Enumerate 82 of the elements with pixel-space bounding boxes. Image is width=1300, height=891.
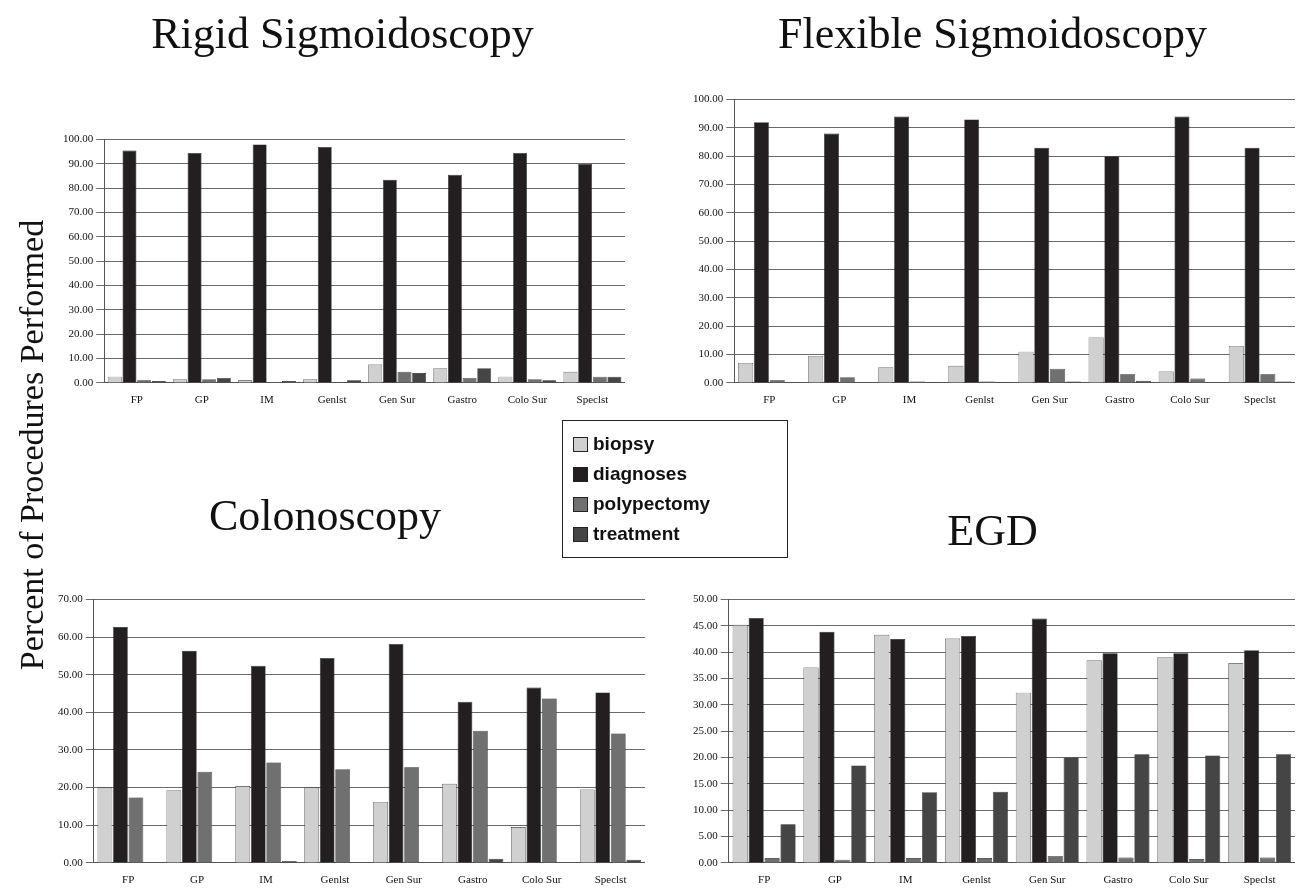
y-axis-title: Percent of Procedures Performed	[13, 219, 51, 671]
x-tick-label: Speclst	[1244, 393, 1276, 406]
y-tick-label: 90.00	[698, 120, 724, 133]
y-tick-label: 0.00	[698, 855, 719, 868]
x-tick-label: Genlst	[320, 873, 350, 886]
legend-label: diagnoses	[593, 463, 687, 485]
x-tick-label: FP	[130, 393, 143, 406]
y-tick-label: 35.00	[693, 671, 719, 684]
y-tick-label: 70.00	[68, 205, 94, 218]
y-tick-label: 60.00	[58, 630, 84, 643]
y-tick-label: 40.00	[58, 705, 84, 718]
y-tick-label: 0.00	[74, 375, 94, 388]
x-tick-label: GP	[190, 873, 205, 886]
y-tick-label: 20.00	[68, 327, 94, 340]
y-tick-label: 60.00	[68, 229, 94, 242]
x-tick-label: Gen Sur	[378, 393, 416, 406]
x-tick-label: Gastro	[458, 873, 488, 886]
x-tick-label: Colo Sur	[1170, 393, 1210, 406]
x-tick-label: GP	[194, 393, 209, 406]
x-tick-label: Colo Sur	[507, 393, 548, 406]
x-tick-label: IM	[898, 873, 913, 886]
x-tick-label: FP	[758, 873, 771, 886]
legend-label: biopsy	[593, 433, 655, 455]
y-tick-label: 90.00	[68, 156, 94, 169]
legend-label: polypectomy	[593, 493, 711, 515]
y-tick-label: 100.00	[63, 132, 94, 145]
x-tick-label: Speclst	[576, 393, 609, 406]
x-tick-label: Gastro	[447, 393, 478, 406]
y-tick-label: 80.00	[68, 181, 94, 194]
x-tick-label: GP	[827, 873, 842, 886]
y-tick-label: 50.00	[693, 592, 719, 605]
x-tick-label: FP	[763, 393, 776, 406]
x-tick-label: Gen Sur	[385, 873, 423, 886]
x-tick-label: Gastro	[1105, 393, 1135, 406]
x-tick-label: Gastro	[1103, 873, 1134, 886]
y-tick-label: 0.00	[63, 855, 84, 868]
y-tick-label: 50.00	[698, 234, 724, 247]
y-tick-label: 60.00	[698, 205, 724, 218]
x-tick-label: Colo Sur	[521, 873, 562, 886]
y-tick-label: 100.00	[693, 92, 724, 105]
chart-title: Flexible Sigmoidoscopy	[777, 8, 1208, 59]
x-tick-label: IM	[260, 393, 274, 406]
x-tick-label: Speclst	[1243, 873, 1276, 886]
chart-title: EGD	[947, 506, 1038, 555]
x-tick-label: IM	[902, 393, 917, 406]
x-tick-label: Gen Sur	[1029, 873, 1066, 886]
x-tick-label: Genlst	[965, 393, 994, 406]
y-tick-label: 25.00	[693, 724, 719, 737]
y-tick-label: 30.00	[58, 742, 84, 755]
y-tick-label: 50.00	[58, 667, 84, 680]
legend-label: treatment	[593, 523, 680, 545]
x-tick-label: Genlst	[317, 393, 347, 406]
y-tick-label: 70.00	[698, 177, 724, 190]
x-tick-label: GP	[832, 393, 847, 406]
chart-title: Colonoscopy	[208, 491, 442, 540]
y-tick-label: 70.00	[58, 592, 84, 605]
y-tick-label: 10.00	[698, 347, 724, 360]
y-tick-label: 40.00	[68, 278, 94, 291]
y-tick-label: 15.00	[693, 776, 719, 789]
y-tick-label: 30.00	[693, 697, 719, 710]
y-tick-label: 20.00	[58, 780, 84, 793]
x-tick-label: Genlst	[962, 873, 991, 886]
x-tick-label: Speclst	[594, 873, 627, 886]
y-tick-label: 20.00	[693, 750, 719, 763]
x-tick-label: Gen Sur	[1031, 393, 1069, 406]
x-tick-label: Colo Sur	[1169, 873, 1209, 886]
y-tick-label: 10.00	[58, 818, 84, 831]
chart-title: Rigid Sigmoidoscopy	[150, 8, 535, 59]
y-tick-label: 40.00	[693, 645, 719, 658]
y-tick-label: 45.00	[693, 618, 719, 631]
y-tick-label: 10.00	[693, 803, 719, 816]
y-tick-label: 50.00	[68, 254, 94, 267]
y-tick-label: 10.00	[68, 351, 94, 364]
y-tick-label: 20.00	[698, 319, 724, 332]
x-tick-label: FP	[122, 873, 135, 886]
y-tick-label: 80.00	[698, 149, 724, 162]
y-tick-label: 5.00	[698, 829, 719, 842]
y-tick-label: 40.00	[698, 262, 724, 275]
y-tick-label: 30.00	[698, 290, 724, 303]
y-tick-label: 30.00	[68, 302, 94, 315]
x-tick-label: IM	[259, 873, 273, 886]
y-tick-label: 0.00	[704, 375, 724, 388]
